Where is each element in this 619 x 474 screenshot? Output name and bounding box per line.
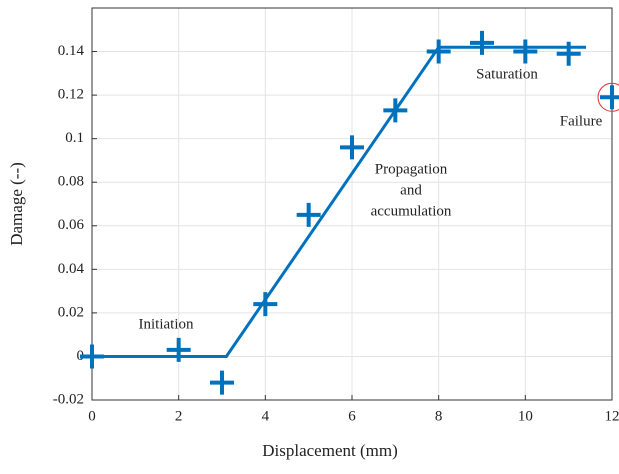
annotation: Propagation [375,161,448,177]
x-tick-label: 12 [605,408,619,424]
y-axis-label: Damage (--) [7,162,26,246]
x-tick-label: 2 [175,408,183,424]
x-tick-label: 6 [348,408,356,424]
annotation: and [400,182,422,198]
annotation: Failure [560,113,603,129]
x-tick-label: 10 [518,408,533,424]
annotation: Initiation [139,316,194,332]
y-tick-label: -0.02 [53,391,84,407]
y-tick-label: 0.04 [58,261,85,277]
y-tick-label: 0.02 [58,304,84,320]
y-tick-label: 0.14 [58,43,85,59]
y-tick-label: 0.1 [65,130,84,146]
x-tick-label: 4 [262,408,270,424]
x-axis-label: Displacement (mm) [262,441,398,460]
annotation: Saturation [476,66,538,82]
x-tick-label: 0 [88,408,96,424]
y-tick-label: 0.12 [58,87,84,103]
x-tick-label: 8 [435,408,443,424]
y-tick-label: 0.08 [58,174,84,190]
annotation: accumulation [371,203,452,219]
y-tick-label: 0.06 [58,217,85,233]
